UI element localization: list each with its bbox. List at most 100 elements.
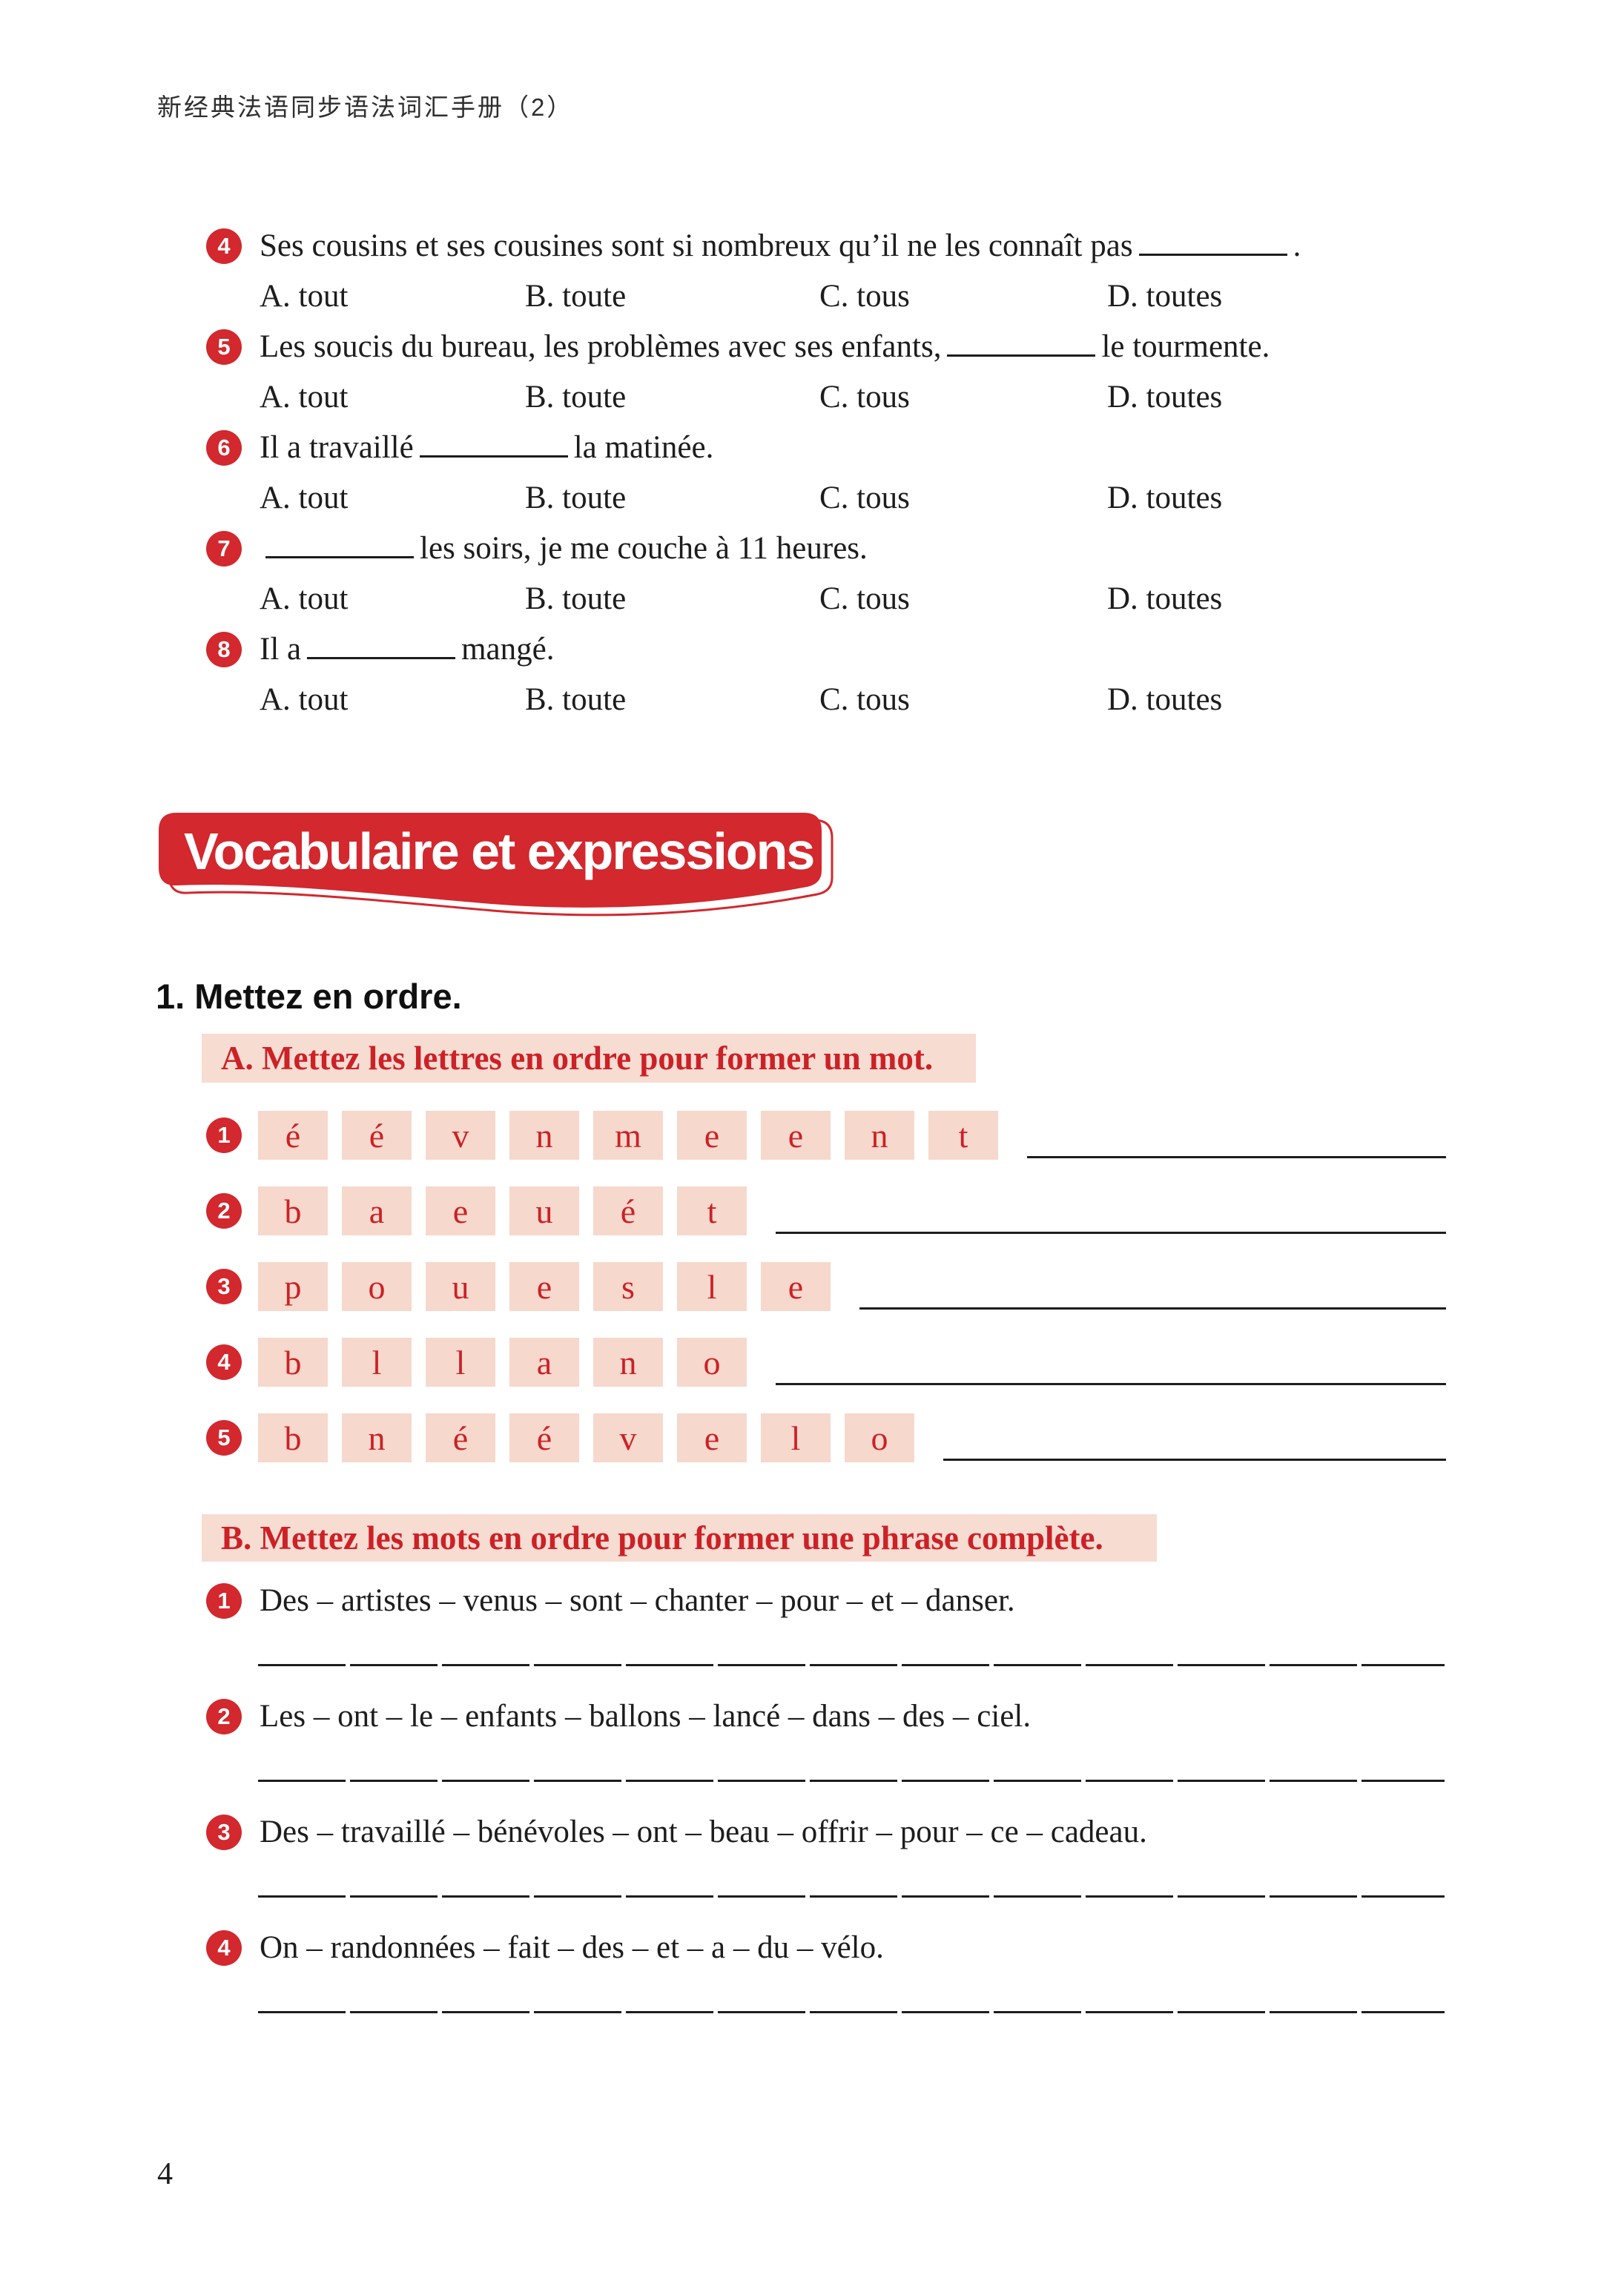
- letter-tile: o: [342, 1262, 412, 1311]
- option-a: A. tout: [260, 279, 349, 314]
- question-number-badge: 6: [206, 430, 242, 466]
- letter-tiles: b n é é v e l o: [258, 1413, 928, 1462]
- answer-blank: [307, 632, 456, 659]
- letter-scramble-rows: 1 é é v n m e e n t 2 b a e u é t: [206, 1111, 1446, 1489]
- row-number-badge: 4: [206, 1344, 242, 1380]
- letter-tile: a: [342, 1186, 412, 1235]
- letter-row-5: 5 b n é é v e l o: [206, 1413, 1446, 1462]
- option-d: D. toutes: [1107, 682, 1223, 717]
- letter-row-2: 2 b a e u é t: [206, 1186, 1446, 1235]
- section-b-heading: B. Mettez les mots en ordre pour former …: [202, 1514, 1157, 1562]
- row-number-badge: 5: [206, 1420, 242, 1456]
- scrambled-sentence: Des – artistes – venus – sont – chanter …: [260, 1583, 1015, 1618]
- answer-write-line: [776, 1232, 1446, 1234]
- scrambled-sentence: On – randonnées – fait – des – et – a – …: [260, 1930, 884, 1965]
- question-pre-text: Ses cousins et ses cousines sont si nomb…: [260, 228, 1133, 263]
- option-d: D. toutes: [1107, 581, 1223, 616]
- letter-tile: v: [593, 1413, 663, 1462]
- option-d: D. toutes: [1107, 279, 1223, 314]
- answer-blank: [265, 531, 414, 558]
- options-row: A. tout B. toute C. tous D. toutes: [260, 372, 1461, 423]
- option-b: B. toute: [525, 682, 627, 717]
- letter-tile: e: [677, 1111, 747, 1160]
- section-a-heading: A. Mettez les lettres en ordre pour form…: [202, 1034, 976, 1083]
- answer-write-line: [1027, 1156, 1446, 1158]
- word-order-item-1: 1 Des – artistes – venus – sont – chante…: [206, 1579, 1446, 1695]
- item-number-badge: 3: [206, 1815, 242, 1850]
- word-order-item-2: 2 Les – ont – le – enfants – ballons – l…: [206, 1695, 1446, 1811]
- letter-tile: l: [761, 1413, 831, 1462]
- question-5: 5 Les soucis du bureau, les problèmes av…: [206, 322, 1461, 423]
- letter-tile: n: [509, 1111, 579, 1160]
- question-7: 7 les soirs, je me couche à 11 heures. A…: [206, 524, 1461, 624]
- banner-wave-shape: [159, 813, 834, 917]
- letter-tile: n: [342, 1413, 412, 1462]
- option-c: C. tous: [819, 581, 910, 616]
- question-post-text: la matinée.: [573, 430, 714, 465]
- options-row: A. tout B. toute C. tous D. toutes: [260, 675, 1461, 725]
- question-4: 4 Ses cousins et ses cousines sont si no…: [206, 221, 1461, 322]
- question-pre-text: Il a travaillé: [260, 430, 414, 465]
- letter-tile: e: [677, 1413, 747, 1462]
- letter-row-4: 4 b l l a n o: [206, 1338, 1446, 1387]
- letter-tile: p: [258, 1262, 328, 1311]
- row-number-badge: 3: [206, 1269, 242, 1304]
- word-order-item-3: 3 Des – travaillé – bénévoles – ont – be…: [206, 1811, 1446, 1927]
- option-a: A. tout: [260, 682, 349, 717]
- question-text: Ses cousins et ses cousines sont si nomb…: [260, 221, 1301, 271]
- question-text: Il a travaillé la matinée.: [260, 423, 713, 473]
- option-c: C. tous: [819, 279, 910, 314]
- answer-write-line: [776, 1383, 1446, 1385]
- options-row: A. tout B. toute C. tous D. toutes: [260, 473, 1461, 524]
- letter-tiles: b a e u é t: [258, 1186, 761, 1235]
- option-b: B. toute: [525, 380, 627, 415]
- question-number-badge: 8: [206, 632, 242, 667]
- answer-blank: [1138, 228, 1287, 256]
- word-order-items: 1 Des – artistes – venus – sont – chante…: [206, 1579, 1446, 2042]
- letter-tile: a: [509, 1338, 579, 1387]
- letter-tile: e: [509, 1262, 579, 1311]
- question-number-badge: 7: [206, 531, 242, 567]
- question-post-text: le tourmente.: [1101, 329, 1270, 364]
- letter-tile: l: [426, 1338, 495, 1387]
- letter-tile: l: [677, 1262, 747, 1311]
- option-a: A. tout: [260, 380, 349, 415]
- answer-write-line: [943, 1459, 1446, 1461]
- letter-tile: l: [342, 1338, 412, 1387]
- question-number-badge: 5: [206, 329, 242, 365]
- letter-tile: u: [509, 1186, 579, 1235]
- option-c: C. tous: [819, 682, 910, 717]
- letter-tile: t: [928, 1111, 998, 1160]
- letter-tile: o: [677, 1338, 747, 1387]
- answer-write-line: [258, 2011, 1445, 2013]
- option-d: D. toutes: [1107, 481, 1223, 515]
- item-number-badge: 2: [206, 1699, 242, 1734]
- question-pre-text: Il a: [260, 632, 302, 667]
- row-number-badge: 2: [206, 1193, 242, 1229]
- answer-write-line: [258, 1664, 1445, 1666]
- letter-tile: n: [845, 1111, 914, 1160]
- option-b: B. toute: [525, 481, 627, 515]
- answer-blank: [419, 430, 568, 458]
- word-order-item-4: 4 On – randonnées – fait – des – et – a …: [206, 1927, 1446, 2042]
- question-text: les soirs, je me couche à 11 heures.: [260, 524, 868, 574]
- letter-tile: v: [426, 1111, 495, 1160]
- letter-tile: é: [342, 1111, 412, 1160]
- item-number-badge: 1: [206, 1583, 242, 1619]
- option-a: A. tout: [260, 581, 349, 616]
- letter-tiles: é é v n m e e n t: [258, 1111, 1012, 1160]
- answer-write-line: [859, 1307, 1446, 1310]
- letter-tile: m: [593, 1111, 663, 1160]
- question-post-text: .: [1293, 228, 1301, 263]
- letter-tiles: b l l a n o: [258, 1338, 761, 1387]
- question-6: 6 Il a travaillé la matinée. A. tout B. t…: [206, 423, 1461, 524]
- letter-tile: e: [761, 1262, 831, 1311]
- option-b: B. toute: [525, 279, 627, 314]
- letter-tile: n: [593, 1338, 663, 1387]
- banner-title: Vocabulaire et expressions: [184, 822, 815, 880]
- question-post-text: les soirs, je me couche à 11 heures.: [420, 531, 868, 566]
- letter-tiles: p o u e s l e: [258, 1262, 845, 1311]
- letter-tile: é: [593, 1186, 663, 1235]
- letter-tile: o: [845, 1413, 914, 1462]
